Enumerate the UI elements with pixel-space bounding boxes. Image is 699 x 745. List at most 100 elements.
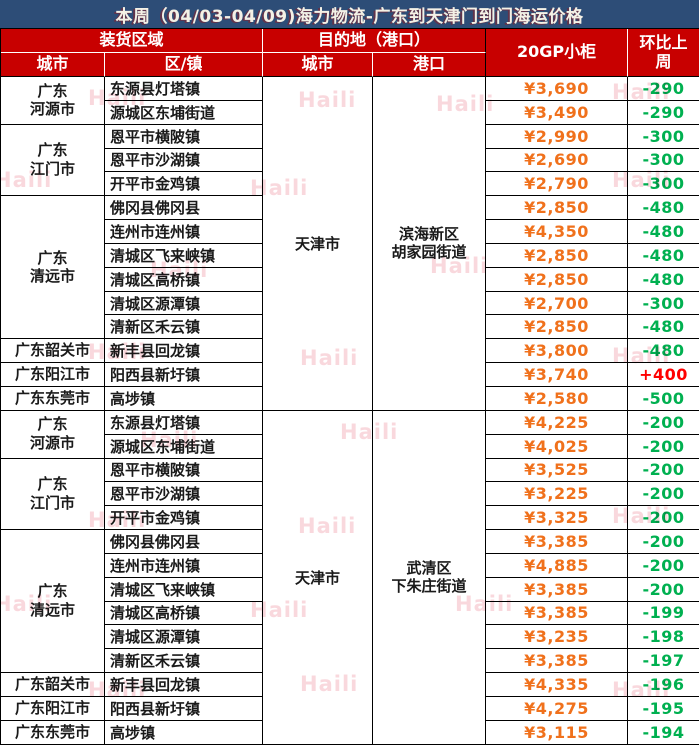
table-row: 广东 河源市 东源县灯塔镇 天津市 滨海新区 胡家园街道 ¥3,690 -290 xyxy=(1,77,699,411)
district-town-cell: 源城区东埔街道 xyxy=(105,434,264,459)
subheader-origin-city: 城市 xyxy=(1,53,105,77)
change-cell: -200 xyxy=(628,482,699,507)
table-row: 连州市连州镇 ¥4,885 -200 xyxy=(1,553,699,578)
dest-city-cell: 天津市 xyxy=(263,410,374,745)
price-cell: ¥4,350 xyxy=(486,220,629,244)
table-row: 恩平市沙湖镇 ¥2,690 -300 xyxy=(1,148,699,173)
subheader-port: 港口 xyxy=(373,53,487,77)
district-town-cell: 恩平市横陂镇 xyxy=(105,458,264,483)
district-town-cell: 源城区东埔街道 xyxy=(105,100,264,125)
change-cell: -480 xyxy=(628,220,699,244)
price-cell: ¥3,740 xyxy=(486,363,629,387)
header-20gp-container: 20GP小柜 xyxy=(486,29,629,77)
table-row: 源城区东埔街道 ¥4,025 -200 xyxy=(1,434,699,459)
price-cell: ¥3,490 xyxy=(486,100,629,125)
district-town-cell: 东源县灯塔镇 xyxy=(105,410,264,435)
price-cell: ¥3,385 xyxy=(486,601,629,626)
change-cell: -199 xyxy=(628,601,699,626)
table-row: 广东 清远市 佛冈县佛冈县 ¥2,850 -480 xyxy=(1,196,699,340)
origin-city-cell: 广东东莞市 xyxy=(1,386,105,411)
price-cell: ¥4,225 xyxy=(486,410,629,435)
header-destination: 目的地（港口） xyxy=(263,29,487,53)
table-row: 广东阳江市 阳西县新圩镇 ¥3,740 +400 xyxy=(1,363,699,387)
table-row: 清城区高桥镇 ¥3,385 -199 xyxy=(1,601,699,626)
change-cell: -198 xyxy=(628,625,699,650)
price-cell: ¥4,335 xyxy=(486,673,629,697)
district-town-cell: 开平市金鸡镇 xyxy=(105,172,264,197)
table-row: 连州市连州镇 ¥4,350 -480 xyxy=(1,220,699,244)
header-sub-row: 城市 区/镇 城市 港口 xyxy=(1,53,699,77)
table-row: 广东 江门市 恩平市横陂镇 ¥2,990 -300 xyxy=(1,124,699,197)
change-cell: -200 xyxy=(628,458,699,483)
price-cell: ¥3,325 xyxy=(486,506,629,531)
page-title: 本周（04/03-04/09)海力物流-广东到天津门到门海运价格 xyxy=(0,0,699,28)
table-row: 广东 清远市 佛冈县佛冈县 ¥3,385 -200 xyxy=(1,530,699,674)
price-cell: ¥4,275 xyxy=(486,696,629,721)
change-cell: -200 xyxy=(628,434,699,459)
change-cell: -194 xyxy=(628,720,699,745)
port-cell: 滨海新区 胡家园街道 xyxy=(373,77,487,411)
price-cell: ¥2,690 xyxy=(486,148,629,173)
price-cell: ¥4,885 xyxy=(486,553,629,578)
origin-city-cell: 广东 河源市 xyxy=(1,410,105,459)
district-town-cell: 恩平市沙湖镇 xyxy=(105,482,264,507)
table-row: 清城区源潭镇 ¥2,700 -300 xyxy=(1,291,699,316)
change-cell: -480 xyxy=(628,315,699,340)
change-cell: -300 xyxy=(628,172,699,197)
change-cell: -480 xyxy=(628,196,699,221)
change-cell: -196 xyxy=(628,673,699,697)
district-town-cell: 清城区源潭镇 xyxy=(105,291,264,316)
table-row: 广东东莞市 高埗镇 ¥3,115 -194 xyxy=(1,720,699,745)
district-town-cell: 高埗镇 xyxy=(105,720,264,745)
district-town-cell: 新丰县回龙镇 xyxy=(105,673,264,697)
table-row: 清城区高桥镇 ¥2,850 -480 xyxy=(1,267,699,292)
district-town-cell: 阳西县新圩镇 xyxy=(105,696,264,721)
subheader-dest-city: 城市 xyxy=(263,53,374,77)
origin-city-cell: 广东 清远市 xyxy=(1,530,105,674)
origin-city-cell: 广东 江门市 xyxy=(1,458,105,531)
change-cell: -200 xyxy=(628,410,699,435)
table-row: 广东东莞市 高埗镇 ¥2,580 -500 xyxy=(1,386,699,411)
district-town-cell: 清城区高桥镇 xyxy=(105,267,264,292)
district-town-cell: 清新区禾云镇 xyxy=(105,649,264,674)
district-town-cell: 新丰县回龙镇 xyxy=(105,339,264,364)
origin-city-cell: 广东阳江市 xyxy=(1,696,105,721)
district-town-cell: 清城区源潭镇 xyxy=(105,625,264,650)
price-cell: ¥3,800 xyxy=(486,339,629,364)
change-cell: -200 xyxy=(628,553,699,578)
table-row: 恩平市沙湖镇 ¥3,225 -200 xyxy=(1,482,699,507)
price-cell: ¥2,850 xyxy=(486,243,629,268)
change-cell: -480 xyxy=(628,267,699,292)
origin-city-cell: 广东 江门市 xyxy=(1,124,105,197)
district-town-cell: 恩平市沙湖镇 xyxy=(105,148,264,173)
price-cell: ¥2,790 xyxy=(486,172,629,197)
table-row: 清城区源潭镇 ¥3,235 -198 xyxy=(1,625,699,650)
change-cell: -480 xyxy=(628,339,699,364)
change-cell: -500 xyxy=(628,386,699,411)
subheader-district-town: 区/镇 xyxy=(105,53,264,77)
price-cell: ¥3,385 xyxy=(486,649,629,674)
price-cell: ¥3,385 xyxy=(486,577,629,602)
district-town-cell: 佛冈县佛冈县 xyxy=(105,530,264,554)
district-town-cell: 连州市连州镇 xyxy=(105,553,264,578)
table-row: 开平市金鸡镇 ¥2,790 -300 xyxy=(1,172,699,197)
port-cell: 武清区 下朱庄街道 xyxy=(373,410,487,745)
price-cell: ¥2,850 xyxy=(486,196,629,221)
change-cell: -290 xyxy=(628,77,699,101)
change-cell: -290 xyxy=(628,100,699,125)
price-cell: ¥2,850 xyxy=(486,267,629,292)
price-cell: ¥3,690 xyxy=(486,77,629,101)
header-loading-area: 装货区域 xyxy=(1,29,264,53)
district-town-cell: 清新区禾云镇 xyxy=(105,315,264,340)
table-row: 清新区禾云镇 ¥2,850 -480 xyxy=(1,315,699,340)
price-cell: ¥4,025 xyxy=(486,434,629,459)
district-town-cell: 清城区飞来峡镇 xyxy=(105,243,264,268)
price-cell: ¥3,385 xyxy=(486,530,629,554)
change-cell: +400 xyxy=(628,363,699,387)
change-cell: -197 xyxy=(628,649,699,674)
origin-city-cell: 广东 河源市 xyxy=(1,77,105,125)
district-town-cell: 阳西县新圩镇 xyxy=(105,363,264,387)
change-cell: -300 xyxy=(628,291,699,316)
price-cell: ¥2,700 xyxy=(486,291,629,316)
table-row: 开平市金鸡镇 ¥3,325 -200 xyxy=(1,506,699,531)
